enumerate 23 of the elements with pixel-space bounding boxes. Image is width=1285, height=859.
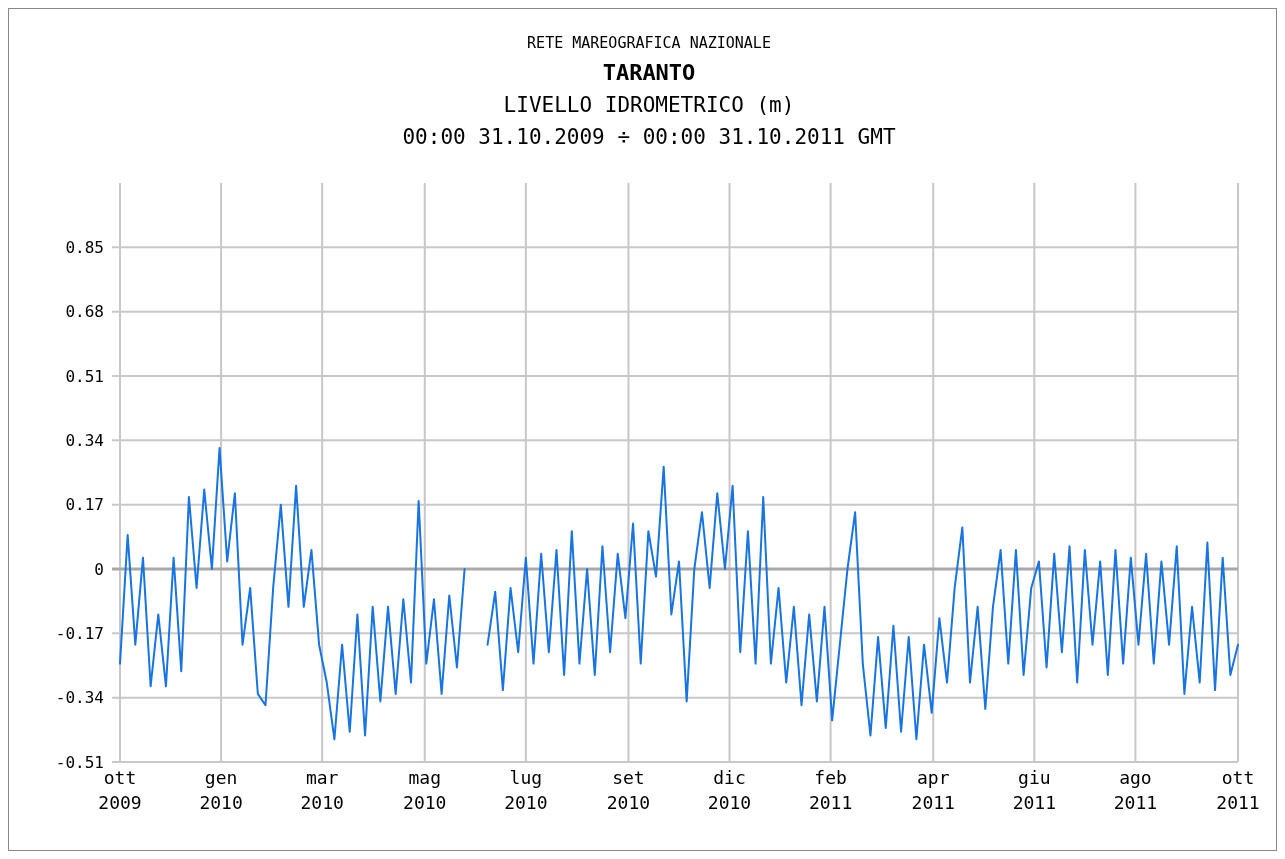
y-tick-label: 0.51 xyxy=(65,366,104,386)
x-tick-label: mar 2010 xyxy=(300,767,344,813)
x-tick-label: ago 2011 xyxy=(1113,767,1158,813)
text: 00:00 31.10.2009 ÷ 00:00 31.10.2011 GMT xyxy=(402,125,896,149)
chart-subtitle: LIVELLO IDROMETRICO (m) xyxy=(503,93,795,117)
x-tick-label: dic 2010 xyxy=(707,767,752,813)
y-tick-label: 0.34 xyxy=(65,430,104,450)
y-tick-label: 0 xyxy=(94,559,104,579)
x-tick-label: feb 2011 xyxy=(808,767,853,813)
x-tick-label: giu 2011 xyxy=(1012,767,1056,813)
x-tick-label: gen 2010 xyxy=(199,767,243,813)
x-tick-label: apr 2011 xyxy=(911,767,955,813)
x-tick-label: set 2010 xyxy=(606,767,651,813)
x-tick-label: ott 2011 xyxy=(1216,767,1260,813)
y-tick-label: 0.68 xyxy=(65,302,104,322)
y-tick-label: 0.17 xyxy=(65,495,104,515)
y-tick-label: 0.85 xyxy=(65,237,104,257)
x-tick-label: lug 2010 xyxy=(504,767,548,813)
text: RETE MAREOGRAFICA NAZIONALE xyxy=(527,34,771,52)
chart-title: TARANTO xyxy=(602,60,696,85)
y-tick-label: -0.17 xyxy=(55,623,104,643)
x-tick-label: mag 2010 xyxy=(403,767,447,813)
y-tick-label: -0.34 xyxy=(55,688,104,708)
